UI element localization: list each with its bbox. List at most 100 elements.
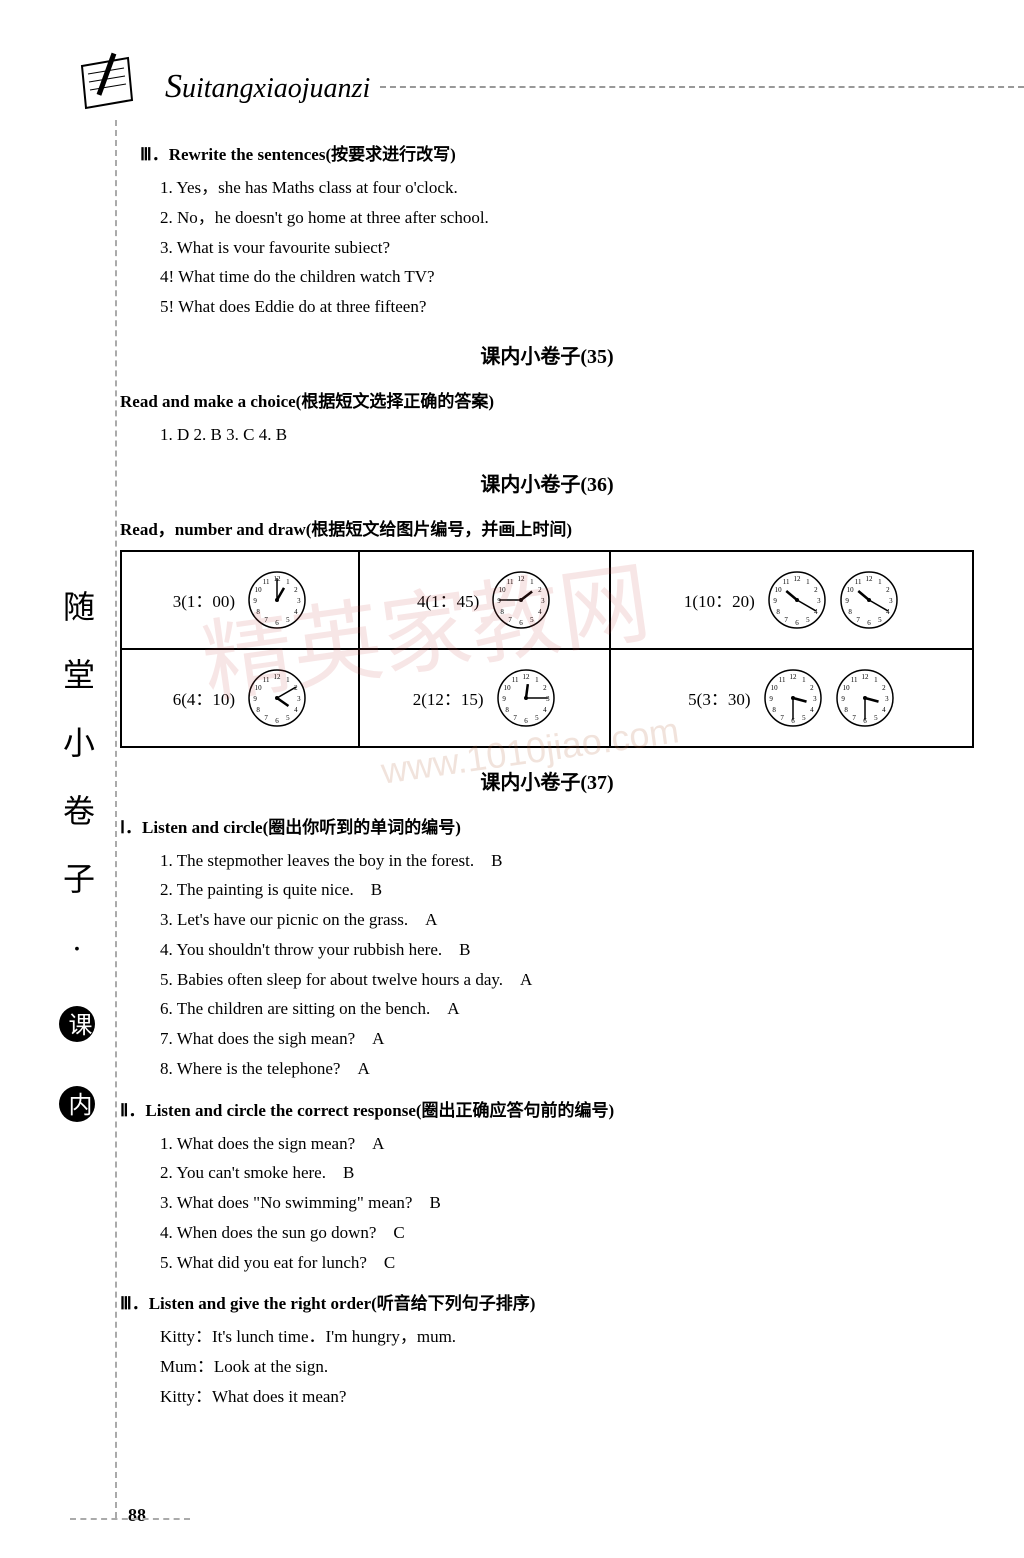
quiz36-heading: Read，number and draw(根据短文给图片编号，并画上时间): [120, 515, 974, 540]
svg-text:2: 2: [810, 684, 814, 692]
list-item: 2. The painting is quite nice. B: [160, 875, 974, 905]
svg-text:1: 1: [535, 676, 539, 684]
list-item: 1. The stepmother leaves the boy in the …: [160, 846, 974, 876]
section3-item: 2. No，he doesn't go home at three after …: [160, 203, 974, 233]
svg-text:5: 5: [874, 713, 878, 721]
list-item: 3. What does "No swimming" mean? B: [160, 1188, 974, 1218]
list-item: 3. Let's have our picnic on the grass. A: [160, 905, 974, 935]
svg-text:8: 8: [256, 705, 260, 713]
svg-text:12: 12: [274, 673, 282, 681]
list-item: 8. Where is the telephone? A: [160, 1054, 974, 1084]
svg-text:8: 8: [256, 607, 260, 615]
svg-text:6: 6: [520, 618, 524, 626]
svg-text:5: 5: [802, 713, 806, 721]
quiz37-s2-heading: Ⅱ．Listen and circle the correct response…: [120, 1096, 974, 1121]
svg-text:5: 5: [878, 615, 882, 623]
svg-text:10: 10: [846, 586, 854, 594]
svg-text:8: 8: [776, 607, 780, 615]
svg-text:2: 2: [539, 586, 543, 594]
svg-text:7: 7: [856, 615, 860, 623]
clock-cell: 4(1：45) 123456789101112: [359, 551, 610, 649]
quiz35-title: 课内小卷子(35): [120, 340, 974, 369]
svg-text:4: 4: [882, 705, 886, 713]
svg-text:3: 3: [297, 695, 301, 703]
svg-text:4: 4: [294, 607, 298, 615]
svg-text:9: 9: [502, 695, 506, 703]
svg-text:4: 4: [814, 607, 818, 615]
section3-item: 4! What time do the children watch TV?: [160, 262, 974, 292]
svg-text:11: 11: [850, 676, 857, 684]
svg-text:7: 7: [513, 713, 517, 721]
svg-text:6: 6: [275, 618, 279, 626]
list-item: Kitty：It's lunch time．I'm hungry，mum.: [160, 1322, 974, 1352]
svg-text:8: 8: [501, 607, 505, 615]
svg-text:9: 9: [769, 695, 773, 703]
list-item: 1. What does the sign mean? A: [160, 1129, 974, 1159]
list-item: 7. What does the sigh mean? A: [160, 1024, 974, 1054]
svg-text:5: 5: [286, 615, 290, 623]
svg-text:5: 5: [535, 713, 539, 721]
svg-text:9: 9: [841, 695, 845, 703]
svg-text:1: 1: [286, 578, 290, 586]
svg-text:7: 7: [780, 713, 784, 721]
svg-text:2: 2: [882, 684, 886, 692]
svg-text:12: 12: [861, 673, 869, 681]
svg-text:12: 12: [522, 673, 530, 681]
list-item: 4. You shouldn't throw your rubbish here…: [160, 935, 974, 965]
svg-text:1: 1: [874, 676, 878, 684]
section3-item: 3. What is vour favourite subiect?: [160, 233, 974, 263]
list-item: 2. You can't smoke here. B: [160, 1158, 974, 1188]
svg-text:9: 9: [845, 597, 849, 605]
svg-text:12: 12: [518, 575, 526, 583]
svg-text:10: 10: [774, 586, 782, 594]
svg-text:4: 4: [886, 607, 890, 615]
svg-text:9: 9: [253, 695, 257, 703]
svg-text:3: 3: [885, 695, 889, 703]
svg-text:10: 10: [255, 684, 263, 692]
svg-text:7: 7: [784, 615, 788, 623]
svg-text:11: 11: [511, 676, 518, 684]
svg-text:6: 6: [524, 716, 528, 724]
list-item: 5. Babies often sleep for about twelve h…: [160, 965, 974, 995]
section3-item: 1. Yes，she has Maths class at four o'clo…: [160, 173, 974, 203]
svg-text:10: 10: [255, 586, 263, 594]
svg-text:2: 2: [814, 586, 818, 594]
svg-text:1: 1: [802, 676, 806, 684]
svg-text:4: 4: [294, 705, 298, 713]
section3-item: 5! What does Eddie do at three fifteen?: [160, 292, 974, 322]
svg-text:3: 3: [813, 695, 817, 703]
svg-text:3: 3: [541, 597, 545, 605]
svg-text:11: 11: [782, 578, 789, 586]
list-item: Kitty：What does it mean?: [160, 1382, 974, 1412]
clock-cell: 1(10：20) 123456789101112 123456789101112: [610, 551, 973, 649]
svg-text:11: 11: [263, 578, 270, 586]
svg-text:10: 10: [842, 684, 850, 692]
clock-cell: 6(4：10) 123456789101112: [121, 649, 359, 747]
quiz37-s1-heading: Ⅰ．Listen and circle(圈出你听到的单词的编号): [120, 813, 974, 838]
svg-text:9: 9: [773, 597, 777, 605]
svg-text:3: 3: [297, 597, 301, 605]
svg-text:5: 5: [531, 615, 535, 623]
list-item: 6. The children are sitting on the bench…: [160, 994, 974, 1024]
svg-text:11: 11: [854, 578, 861, 586]
list-item: Mum：Look at the sign.: [160, 1352, 974, 1382]
svg-text:8: 8: [848, 607, 852, 615]
svg-text:9: 9: [498, 597, 502, 605]
svg-text:9: 9: [253, 597, 257, 605]
svg-text:6: 6: [795, 618, 799, 626]
page-number: 88: [128, 1505, 146, 1526]
svg-text:5: 5: [806, 615, 810, 623]
svg-text:10: 10: [770, 684, 778, 692]
svg-text:4: 4: [539, 607, 543, 615]
svg-text:10: 10: [503, 684, 511, 692]
svg-text:3: 3: [546, 695, 550, 703]
svg-text:8: 8: [772, 705, 776, 713]
svg-text:3: 3: [889, 597, 893, 605]
svg-text:2: 2: [543, 684, 547, 692]
svg-text:6: 6: [867, 618, 871, 626]
quiz36-title: 课内小卷子(36): [120, 468, 974, 497]
svg-text:12: 12: [793, 575, 801, 583]
svg-text:1: 1: [531, 578, 535, 586]
clock-table: 3(1：00) 123456789101112 4(1：45) 12345678…: [120, 550, 974, 748]
quiz37-title: 课内小卷子(37): [120, 766, 974, 795]
